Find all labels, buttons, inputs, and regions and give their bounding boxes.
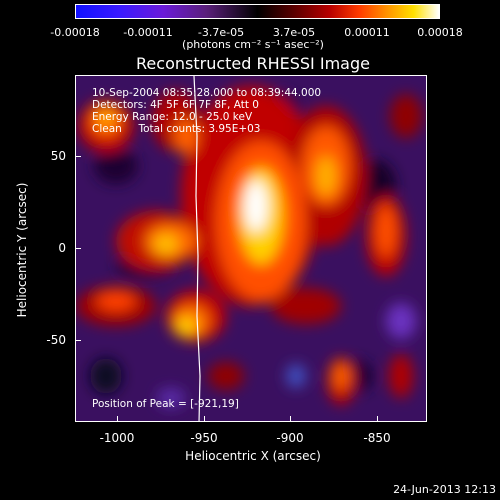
x-tick-label: -1000 <box>99 431 135 445</box>
colorbar-tick: 0.00011 <box>344 26 390 39</box>
timestamp: 24-Jun-2013 12:13 <box>393 483 496 496</box>
peak-position-label: Position of Peak = [-921,19] <box>92 398 239 410</box>
colorbar-tick: -0.00011 <box>123 26 173 39</box>
y-tick-label: 0 <box>58 241 66 255</box>
colorbar-tick: -3.7e-05 <box>197 26 245 39</box>
colorbar <box>75 4 440 19</box>
y-tick-label: -50 <box>46 333 66 347</box>
heatmap <box>76 76 426 421</box>
solar-limb-line <box>193 76 201 421</box>
energy-range-label: Energy Range: 12.0 - 25.0 keV <box>92 111 253 123</box>
image-title: Reconstructed RHESSI Image <box>136 54 370 73</box>
y-axis-label: Heliocentric Y (arcsec) <box>15 182 29 318</box>
colorbar-tick: 0.00018 <box>417 26 463 39</box>
time-range-label: 10-Sep-2004 08:35:28.000 to 08:39:44.000 <box>92 87 322 99</box>
y-tick-label: 50 <box>50 149 66 163</box>
x-tick-label: -950 <box>190 431 218 445</box>
detectors-label: Detectors: 4F 5F 6F 7F 8F, Att 0 <box>92 99 259 111</box>
x-axis-label: Heliocentric X (arcsec) <box>185 449 321 463</box>
x-tick-label: -850 <box>363 431 391 445</box>
colorbar-tick: 3.7e-05 <box>272 26 316 39</box>
clean-counts-label: Clean Total counts: 3.95E+03 <box>92 123 261 135</box>
colorbar-tick: -0.00018 <box>50 26 100 39</box>
colorbar-units: (photons cm⁻² s⁻¹ asec⁻²) <box>182 38 324 51</box>
rhessi-image <box>75 75 427 422</box>
x-tick-label: -900 <box>276 431 304 445</box>
